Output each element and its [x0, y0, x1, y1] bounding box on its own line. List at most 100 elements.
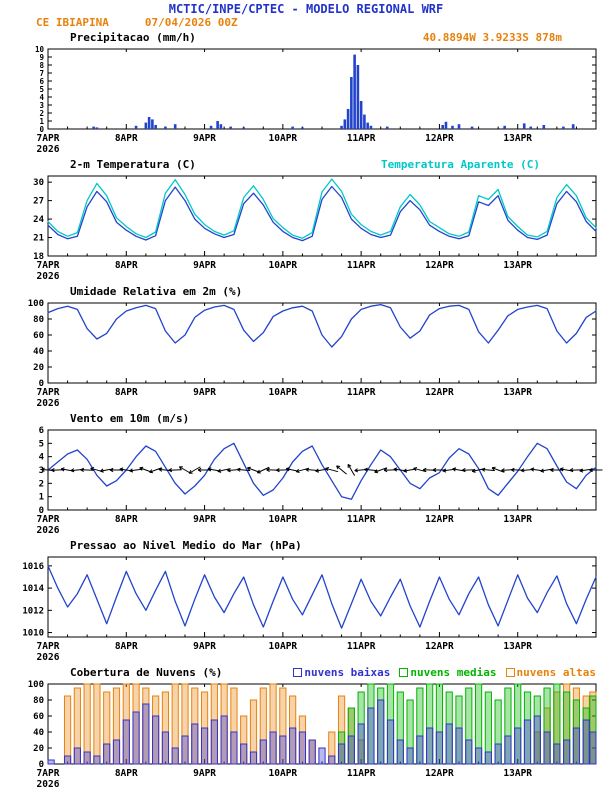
svg-text:7: 7 — [39, 69, 44, 78]
svg-text:9APR: 9APR — [193, 260, 216, 271]
svg-text:20: 20 — [33, 363, 44, 373]
svg-text:12APR: 12APR — [425, 768, 454, 779]
chart-canvas-2: 0 20 40 60 80 100 7APR 8APR 9APR 10APR 11APR 12APR 1… — [28, 299, 597, 409]
svg-text:8APR: 8APR — [115, 387, 138, 398]
low-clouds-swatch-icon — [293, 668, 303, 677]
panel-precipitation: Precipitacao (mm/h) 40.8894W 3.9233S 878… — [0, 30, 612, 157]
svg-text:5: 5 — [39, 439, 44, 449]
svg-text:11APR: 11APR — [347, 260, 376, 271]
high-clouds-swatch-icon — [505, 668, 515, 677]
svg-text:13APR: 13APR — [503, 260, 532, 271]
svg-text:1016: 1016 — [22, 562, 44, 572]
svg-text:18: 18 — [33, 252, 44, 262]
svg-text:1: 1 — [39, 493, 44, 503]
svg-text:6: 6 — [39, 426, 44, 436]
legend-apparent-temperature: Temperatura Aparente (C) — [381, 158, 540, 171]
svg-text:11APR: 11APR — [347, 133, 376, 144]
svg-text:0: 0 — [39, 379, 44, 389]
svg-text:0: 0 — [39, 760, 44, 770]
svg-text:8: 8 — [39, 61, 44, 70]
svg-text:9APR: 9APR — [193, 768, 216, 779]
legend-item-high-clouds: nuvens altas — [505, 666, 596, 679]
svg-text:24: 24 — [33, 215, 44, 225]
svg-text:13APR: 13APR — [503, 133, 532, 144]
svg-text:10APR: 10APR — [269, 260, 298, 271]
svg-text:13APR: 13APR — [503, 768, 532, 779]
svg-text:10APR: 10APR — [269, 514, 298, 525]
chart-title-pressure: Pressao ao Nivel Medio do Mar (hPa) — [70, 539, 302, 552]
svg-text:80: 80 — [33, 696, 44, 706]
page-title: MCTIC/INPE/CPTEC - MODELO REGIONAL WRF — [168, 2, 444, 16]
pressure-chart: 1010 1012 1014 1016 7APR 8APR 9APR 10APR 11APR 12… — [0, 553, 612, 665]
humidity-title-row: Umidade Relativa em 2m (%) — [0, 284, 612, 299]
svg-text:0: 0 — [39, 125, 44, 134]
svg-text:13APR: 13APR — [503, 641, 532, 652]
svg-text:2026: 2026 — [37, 271, 60, 282]
svg-text:7APR: 7APR — [37, 260, 60, 271]
svg-text:40: 40 — [33, 728, 44, 738]
legend-item-mid-clouds: nuvens medias — [399, 666, 497, 679]
svg-text:9APR: 9APR — [193, 514, 216, 525]
svg-text:20: 20 — [33, 744, 44, 754]
panel-pressure: Pressao ao Nivel Medio do Mar (hPa) 1010… — [0, 538, 612, 665]
svg-text:40: 40 — [33, 347, 44, 357]
chart-canvas-3: 0 1 2 3 4 5 6 7APR 8APR 9APR 10APR 11APR 12APR 13APR 2… — [37, 426, 603, 536]
svg-text:6: 6 — [39, 77, 44, 86]
panel-wind: Vento em 10m (m/s) 0 1 2 3 4 5 6 7APR 8APR 9APR 10… — [0, 411, 612, 538]
clouds-chart: 0 20 40 60 80 100 7APR 8APR 9APR 10APR 11APR 12APR 1… — [0, 680, 612, 792]
svg-text:0: 0 — [39, 506, 44, 516]
pressure-title-row: Pressao ao Nivel Medio do Mar (hPa) — [0, 538, 612, 553]
panel-clouds: Cobertura de Nuvens (%) nuvens baixas nu… — [0, 665, 612, 792]
svg-text:10APR: 10APR — [269, 768, 298, 779]
chart-title-wind: Vento em 10m (m/s) — [70, 412, 190, 425]
svg-text:11APR: 11APR — [347, 514, 376, 525]
panel-humidity: Umidade Relativa em 2m (%) 0 20 40 60 80 100 7… — [0, 284, 612, 411]
run-datetime-label: 07/04/2026 00Z — [144, 16, 238, 29]
svg-text:3: 3 — [39, 466, 44, 476]
mid-clouds-label: nuvens medias — [410, 666, 497, 679]
svg-text:1010: 1010 — [22, 629, 44, 639]
wind-chart: 0 1 2 3 4 5 6 7APR 8APR 9APR 10APR 11APR 12APR 13APR 2… — [0, 426, 612, 538]
svg-text:7APR: 7APR — [37, 514, 60, 525]
clouds-title-row: Cobertura de Nuvens (%) nuvens baixas nu… — [0, 665, 612, 680]
wind-title-row: Vento em 10m (m/s) — [0, 411, 612, 426]
svg-text:11APR: 11APR — [347, 641, 376, 652]
svg-text:2: 2 — [39, 479, 44, 489]
svg-text:80: 80 — [33, 315, 44, 325]
svg-text:12APR: 12APR — [425, 641, 454, 652]
high-clouds-label: nuvens altas — [516, 666, 596, 679]
svg-text:2026: 2026 — [37, 398, 60, 409]
svg-text:4: 4 — [39, 93, 44, 102]
svg-text:2026: 2026 — [37, 652, 60, 663]
svg-text:10APR: 10APR — [269, 641, 298, 652]
chart-title-temperature: 2-m Temperatura (C) — [70, 158, 196, 171]
low-clouds-label: nuvens baixas — [304, 666, 391, 679]
panel-temperature: 2-m Temperatura (C) Temperatura Aparente… — [0, 157, 612, 284]
svg-text:60: 60 — [33, 712, 44, 722]
svg-text:13APR: 13APR — [503, 387, 532, 398]
header-subline: CE IBIAPINA 07/04/2026 00Z — [0, 16, 612, 30]
svg-text:10: 10 — [35, 45, 45, 54]
chart-title-humidity: Umidade Relativa em 2m (%) — [70, 285, 243, 298]
svg-text:8APR: 8APR — [115, 260, 138, 271]
svg-text:8APR: 8APR — [115, 641, 138, 652]
temperature-title-row: 2-m Temperatura (C) Temperatura Aparente… — [0, 157, 612, 172]
svg-text:30: 30 — [33, 178, 44, 188]
svg-text:3: 3 — [39, 101, 44, 110]
precipitation-chart: 0 1 2 3 4 5 6 7 8 9 10 7APR 8APR 9APR 10APR 11APR 12APR 1… — [0, 45, 612, 157]
svg-text:5: 5 — [39, 85, 44, 94]
svg-text:7APR: 7APR — [37, 641, 60, 652]
svg-text:4: 4 — [39, 453, 45, 463]
svg-text:7APR: 7APR — [37, 387, 60, 398]
svg-text:10APR: 10APR — [269, 387, 298, 398]
chart-title-precipitation: Precipitacao (mm/h) — [70, 31, 196, 44]
svg-text:1012: 1012 — [22, 606, 44, 616]
svg-text:60: 60 — [33, 331, 44, 341]
svg-text:100: 100 — [28, 680, 44, 690]
svg-text:12APR: 12APR — [425, 133, 454, 144]
chart-canvas-1: 18 21 24 27 30 7APR 8APR 9APR 10APR 11APR 12APR 13A… — [33, 175, 597, 282]
svg-text:9APR: 9APR — [193, 641, 216, 652]
precipitation-title-row: Precipitacao (mm/h) 40.8894W 3.9233S 878… — [0, 30, 612, 45]
